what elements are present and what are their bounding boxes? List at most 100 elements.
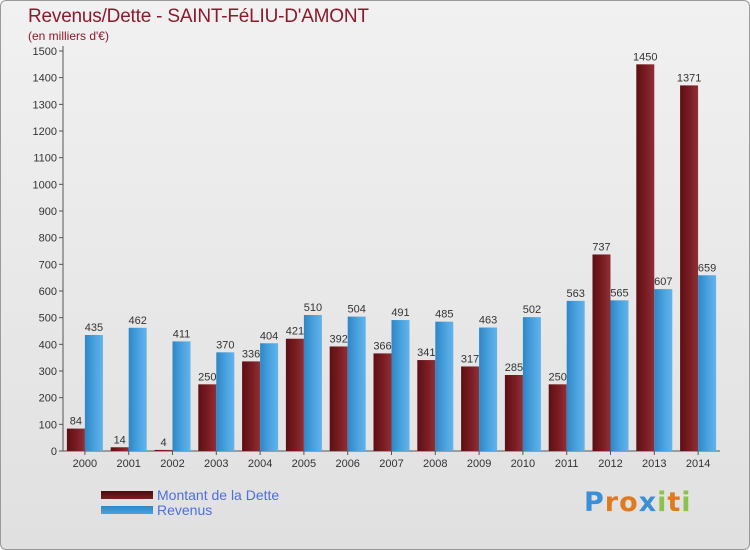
revenue-value-label: 491 <box>391 307 409 319</box>
debt-value-label: 317 <box>461 353 479 365</box>
debt-bar <box>417 360 436 451</box>
legend-swatch-revenue <box>101 505 153 514</box>
debt-bar <box>373 353 392 451</box>
y-tick-label: 300 <box>39 366 57 378</box>
revenue-bar <box>84 335 103 451</box>
debt-bar <box>636 64 655 452</box>
y-tick-label: 100 <box>39 419 57 431</box>
logo-letter: P <box>584 487 605 518</box>
y-tick-label: 900 <box>39 206 57 218</box>
proxiti-logo: Proxiti <box>584 487 692 518</box>
revenue-value-label: 435 <box>85 322 103 334</box>
debt-value-label: 84 <box>70 416 82 428</box>
debt-value-label: 392 <box>330 333 348 345</box>
legend: Montant de la Dette Revenus <box>101 486 280 518</box>
debt-value-label: 285 <box>505 362 523 374</box>
debt-bar <box>198 384 217 451</box>
debt-bar <box>504 375 523 451</box>
x-tick-label: 2006 <box>335 458 359 470</box>
revenue-bar <box>566 300 585 451</box>
debt-bar <box>548 384 567 451</box>
y-tick-label: 1000 <box>33 179 57 191</box>
debt-bar <box>592 254 611 451</box>
revenue-value-label: 485 <box>435 309 453 321</box>
revenue-bar <box>479 327 498 451</box>
x-tick-label: 2008 <box>423 458 447 470</box>
y-tick-label: 1200 <box>33 126 57 138</box>
chart-title: Revenus/Dette - SAINT-FéLIU-D'AMONT <box>28 6 369 27</box>
y-tick-label: 400 <box>39 339 57 351</box>
revenue-value-label: 502 <box>523 304 541 316</box>
x-tick-label: 2010 <box>511 458 535 470</box>
revenue-value-label: 563 <box>567 288 585 300</box>
debt-bar <box>154 449 173 451</box>
logo-letter: t <box>667 487 682 518</box>
y-tick-label: 700 <box>39 259 57 271</box>
y-tick-label: 1300 <box>33 99 57 111</box>
logo-letter: o <box>619 487 639 518</box>
logo-letter: r <box>604 487 620 518</box>
x-tick-label: 2007 <box>379 458 403 470</box>
y-tick-label: 500 <box>39 313 57 325</box>
debt-value-label: 250 <box>549 371 567 383</box>
revenue-bar <box>435 321 454 451</box>
revenue-value-label: 510 <box>304 302 322 314</box>
revenue-bar <box>698 275 717 451</box>
legend-label-revenue: Revenus <box>157 501 213 518</box>
legend-item-revenue: Revenus <box>101 501 279 518</box>
x-tick-label: 2014 <box>686 458 710 470</box>
revenue-value-label: 659 <box>698 262 716 274</box>
revenue-bar <box>260 343 279 451</box>
revenue-value-label: 370 <box>216 339 234 351</box>
y-tick-label: 0 <box>51 446 57 458</box>
debt-bar <box>242 361 261 451</box>
revenue-bar <box>128 327 147 451</box>
revenue-value-label: 607 <box>654 276 672 288</box>
legend-item-debt: Montant de la Dette <box>101 486 280 503</box>
x-tick-label: 2002 <box>160 458 184 470</box>
revenue-bar <box>610 300 629 451</box>
x-tick-label: 2005 <box>292 458 316 470</box>
debt-bar <box>680 85 699 452</box>
revenue-bar <box>522 317 541 451</box>
revenue-bar <box>347 316 366 451</box>
x-tick-label: 2004 <box>248 458 272 470</box>
logo-letter: i <box>657 487 668 518</box>
revenue-bar <box>654 289 673 451</box>
debt-bar <box>285 338 304 451</box>
legend-label-debt: Montant de la Dette <box>157 486 280 503</box>
revenue-value-label: 411 <box>173 328 191 340</box>
y-tick-label: 800 <box>39 233 57 245</box>
debt-value-label: 14 <box>114 434 126 446</box>
debt-value-label: 421 <box>286 326 304 338</box>
x-tick-label: 2012 <box>598 458 622 470</box>
y-tick-label: 1400 <box>33 73 57 85</box>
revenue-value-label: 565 <box>610 287 628 299</box>
debt-bar <box>461 366 480 451</box>
y-tick-label: 600 <box>39 286 57 298</box>
x-tick-label: 2011 <box>555 458 579 470</box>
x-tick-label: 2000 <box>73 458 97 470</box>
y-tick-label: 1100 <box>33 153 57 165</box>
x-tick-label: 2001 <box>116 458 140 470</box>
debt-bar <box>66 428 85 451</box>
revenue-value-label: 463 <box>479 315 497 327</box>
y-axis-unit-label: (en milliers d'€) <box>28 29 109 43</box>
logo-letter: i <box>681 487 692 518</box>
x-tick-label: 2003 <box>204 458 228 470</box>
debt-value-label: 4 <box>160 437 166 449</box>
debt-value-label: 1450 <box>633 51 657 63</box>
debt-bar <box>329 346 348 451</box>
revenue-bar <box>172 341 191 451</box>
legend-swatch-debt <box>101 490 153 499</box>
debt-value-label: 250 <box>198 371 216 383</box>
revenue-value-label: 462 <box>129 315 147 327</box>
debt-value-label: 336 <box>242 348 260 360</box>
x-tick-label: 2009 <box>467 458 491 470</box>
debt-value-label: 341 <box>417 347 435 359</box>
y-tick-label: 200 <box>39 393 57 405</box>
debt-value-label: 1371 <box>677 72 701 84</box>
revenue-value-label: 404 <box>260 330 278 342</box>
